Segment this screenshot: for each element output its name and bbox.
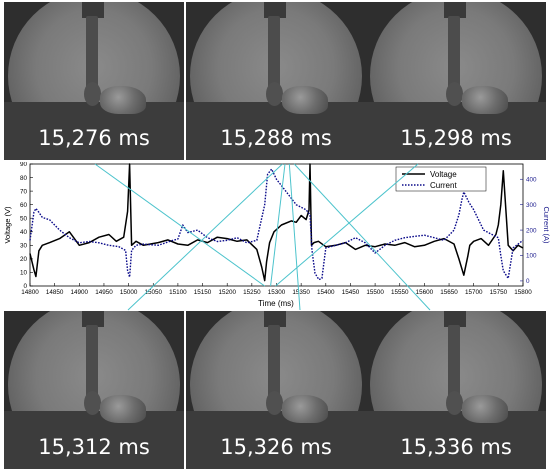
electrode-wire — [448, 16, 460, 100]
y-left-tick-label: 20 — [20, 256, 28, 263]
frame-2: 15,288 ms — [186, 2, 366, 160]
y-left-tick-label: 30 — [20, 243, 28, 250]
x-axis-label: Time (ms) — [258, 299, 294, 308]
torch-tip — [264, 2, 286, 18]
x-tick-label: 15450 — [342, 289, 360, 296]
x-tick-label: 15200 — [218, 289, 236, 296]
x-tick-label: 14900 — [71, 289, 89, 296]
x-tick-label: 14800 — [21, 289, 39, 296]
workpiece-shadow — [186, 102, 366, 160]
y-right-tick-label: 100 — [526, 253, 537, 260]
weld-pool — [100, 86, 146, 114]
x-tick-label: 15300 — [268, 289, 286, 296]
electrode-wire — [86, 16, 98, 100]
y-right-tick-label: 0 — [526, 278, 530, 285]
y-left-tick-label: 80 — [20, 175, 28, 182]
y-left-tick-label: 10 — [20, 270, 28, 277]
workpiece-shadow — [366, 411, 546, 469]
x-tick-label: 15500 — [366, 289, 384, 296]
y-left-tick-label: 0 — [23, 283, 27, 290]
y-left-tick-label: 50 — [20, 215, 28, 222]
y-axis-right-label: Current (A) — [542, 206, 550, 244]
y-axis-left-label: Voltage (V) — [3, 206, 12, 244]
droplet — [446, 82, 463, 106]
legend-current-label: Current — [430, 181, 457, 190]
y-right-tick-label: 400 — [526, 176, 537, 183]
frame-time-label: 15,276 ms — [38, 126, 150, 150]
y-left-tick-label: 70 — [20, 188, 28, 195]
x-tick-label: 15400 — [317, 289, 335, 296]
frame-time-label: 15,336 ms — [400, 435, 512, 459]
x-tick-label: 15800 — [514, 289, 532, 296]
x-tick-label: 15050 — [144, 289, 162, 296]
droplet — [266, 82, 283, 106]
x-tick-label: 15000 — [120, 289, 138, 296]
weld-pool — [282, 395, 328, 423]
x-tick-label: 15150 — [194, 289, 212, 296]
weld-pool — [100, 395, 146, 423]
legend-voltage-label: Voltage — [430, 170, 457, 179]
voltage-current-chart: 14800 14850 14900 14950 15000 15050 15100 15150… — [3, 162, 550, 308]
y-left-tick-label: 90 — [20, 162, 28, 168]
electrode-wire — [448, 325, 460, 409]
x-tick-label: 15750 — [490, 289, 508, 296]
frame-time-label: 15,326 ms — [220, 435, 332, 459]
weld-pool — [462, 395, 508, 423]
x-tick-label: 15550 — [391, 289, 409, 296]
x-tick-label: 14950 — [95, 289, 113, 296]
frame-3: 15,298 ms — [366, 2, 546, 160]
workpiece-shadow — [186, 411, 366, 469]
frame-time-label: 15,288 ms — [220, 126, 332, 150]
frame-1: 15,276 ms — [4, 2, 184, 160]
x-tick-label: 15600 — [416, 289, 434, 296]
x-tick-label: 15350 — [292, 289, 310, 296]
workpiece-shadow — [4, 102, 184, 160]
x-tick-label: 15100 — [169, 289, 187, 296]
torch-tip — [444, 311, 466, 327]
y-right-tick-label: 200 — [526, 227, 537, 234]
y-left-tick-label: 60 — [20, 202, 28, 209]
electrode-wire — [86, 325, 98, 409]
x-tick-label: 15650 — [440, 289, 458, 296]
workpiece-shadow — [366, 102, 546, 160]
frame-time-label: 15,312 ms — [38, 435, 150, 459]
frame-6: 15,336 ms — [366, 311, 546, 469]
y-right-tick-label: 300 — [526, 202, 537, 209]
droplet — [84, 82, 101, 106]
droplet — [84, 391, 101, 415]
torch-tip — [444, 2, 466, 18]
y-left-tick-label: 40 — [20, 229, 28, 236]
torch-tip — [82, 311, 104, 327]
frame-5: 15,326 ms — [186, 311, 366, 469]
weld-pool — [462, 86, 508, 114]
electrode-wire — [268, 16, 280, 100]
x-tick-label: 15250 — [243, 289, 261, 296]
weld-pool — [282, 86, 328, 114]
torch-tip — [82, 2, 104, 18]
x-tick-label: 15700 — [465, 289, 483, 296]
x-tick-label: 14850 — [46, 289, 64, 296]
frame-time-label: 15,298 ms — [400, 126, 512, 150]
electrode-wire — [268, 325, 280, 409]
workpiece-shadow — [4, 411, 184, 469]
legend: Voltage Current — [395, 166, 487, 192]
torch-tip — [264, 311, 286, 327]
droplet — [446, 391, 463, 415]
droplet — [266, 391, 283, 415]
frame-4: 15,312 ms — [4, 311, 184, 469]
